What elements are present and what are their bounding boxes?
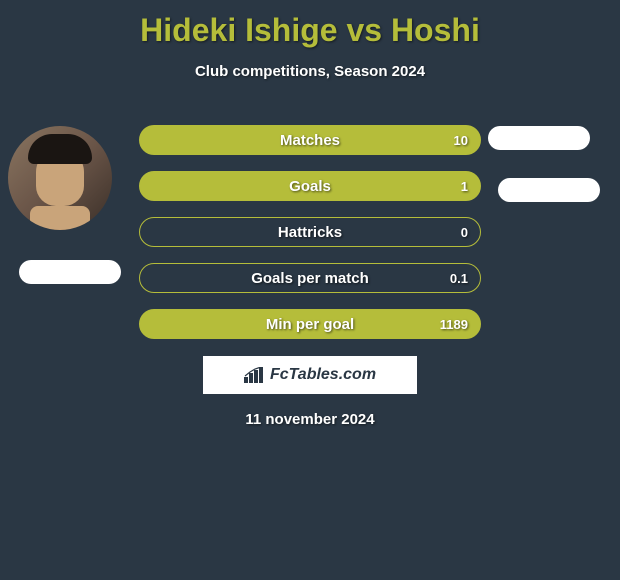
chart-icon — [244, 367, 264, 383]
stat-label: Goals — [289, 178, 331, 195]
stat-row: Goals 1 — [139, 171, 481, 201]
stat-value: 1189 — [440, 317, 468, 332]
player-avatar — [8, 126, 112, 230]
stat-value: 10 — [454, 133, 468, 148]
placeholder-oval-right-1 — [488, 126, 590, 150]
date-label: 11 november 2024 — [0, 411, 620, 428]
page-title: Hideki Ishige vs Hoshi — [0, 0, 620, 49]
stat-value: 0.1 — [450, 271, 468, 286]
stat-row: Min per goal 1189 — [139, 309, 481, 339]
brand-badge: FcTables.com — [202, 355, 418, 395]
stat-label: Matches — [280, 132, 340, 149]
brand-text: FcTables.com — [270, 366, 376, 384]
placeholder-oval-left — [19, 260, 121, 284]
placeholder-oval-right-2 — [498, 178, 600, 202]
stat-row: Goals per match 0.1 — [139, 263, 481, 293]
stat-row: Matches 10 — [139, 125, 481, 155]
stat-row: Hattricks 0 — [139, 217, 481, 247]
page-subtitle: Club competitions, Season 2024 — [0, 63, 620, 80]
stat-label: Min per goal — [266, 316, 354, 333]
stat-value: 0 — [461, 225, 468, 240]
stat-label: Hattricks — [278, 224, 342, 241]
stats-bars: Matches 10 Goals 1 Hattricks 0 Goals per… — [139, 125, 481, 355]
stat-label: Goals per match — [251, 270, 369, 287]
stat-value: 1 — [461, 179, 468, 194]
